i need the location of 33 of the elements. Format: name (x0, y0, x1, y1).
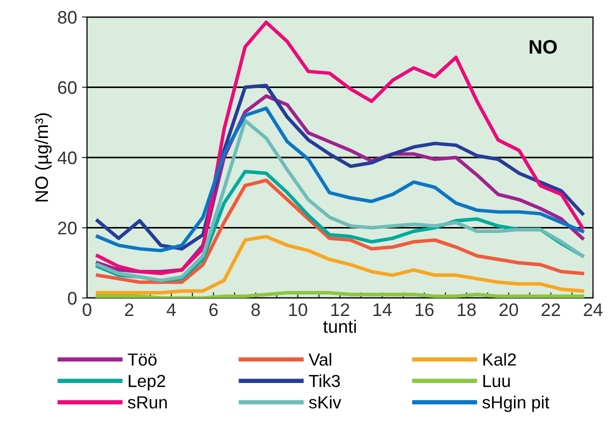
annotation: NO (530, 40, 557, 54)
legend-label: sHgin pit (482, 396, 550, 412)
y-tick-label: 40 (58, 151, 77, 164)
x-tick-label: 4 (166, 304, 176, 316)
y-tick-label: 0 (68, 292, 77, 305)
x-tick-label: 6 (209, 303, 218, 316)
x-tick-label: 12 (331, 303, 350, 316)
legend-label: Val (308, 352, 332, 366)
y-tick-label: 80 (58, 10, 77, 24)
x-tick-label: 10 (289, 303, 308, 316)
x-tick-label: 0 (82, 303, 92, 316)
line-series (96, 118, 584, 282)
y-tick-label: 20 (58, 222, 77, 234)
legend-label: Tik3 (308, 374, 340, 388)
x-axis-title: tunti (323, 320, 356, 333)
x-tick-label: 2 (125, 303, 134, 316)
x-tick-label: 18 (458, 303, 476, 316)
legend-label: Kal2 (483, 352, 516, 366)
legend-label: Luu (483, 374, 510, 388)
y-tick-label: 60 (58, 81, 77, 94)
line-series (96, 234, 584, 294)
x-tick-label: 24 (584, 303, 603, 316)
x-tick-label: 16 (416, 303, 434, 316)
legend-label: sRun (128, 396, 167, 408)
legend-label: Töö (128, 354, 157, 366)
x-tick-label: 14 (374, 304, 392, 316)
line-series (96, 20, 584, 276)
y-axis-title: NO (µg/m³) (34, 113, 52, 202)
legend-label: sKiv (309, 396, 342, 408)
x-tick-label: 8 (251, 303, 260, 316)
legend-label: Lep2 (128, 374, 166, 391)
x-tick-label: 20 (500, 303, 518, 316)
x-tick-label: 22 (542, 303, 560, 316)
